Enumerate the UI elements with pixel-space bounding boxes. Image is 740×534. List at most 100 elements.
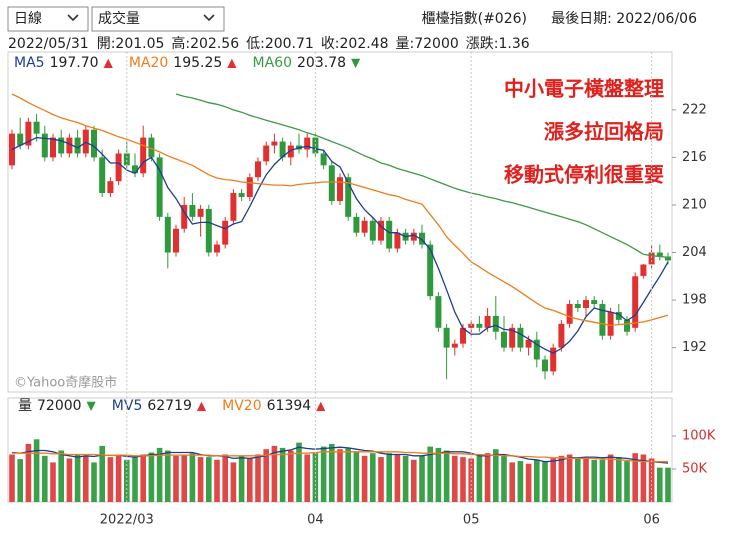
price-panel: [7, 51, 673, 393]
candle-body: [369, 220, 376, 241]
candle-body: [189, 204, 196, 217]
volume-bar: [517, 461, 524, 502]
volume-bar: [616, 457, 622, 502]
period-select[interactable]: 日線: [7, 6, 89, 32]
candle-body: [197, 208, 204, 217]
candle-body: [320, 153, 327, 166]
select-text[interactable]: 成交量: [98, 10, 140, 27]
last-date: 最後日期: 2022/06/06: [551, 11, 697, 27]
candle-body: [509, 327, 516, 348]
x-tick-label: 05: [463, 513, 480, 528]
candle-body: [33, 121, 40, 134]
candle-body: [427, 244, 434, 297]
candle-body: [91, 129, 97, 158]
volume-bar: [411, 459, 417, 502]
y-tick-label: 210: [682, 197, 707, 212]
volume-bar: [279, 447, 286, 502]
volume-bar: [542, 461, 548, 502]
volume-bar: [501, 454, 507, 502]
candle-body: [517, 327, 524, 348]
candle-body: [542, 359, 548, 372]
candle-body: [353, 216, 360, 233]
y-tick-label: 192: [682, 340, 707, 355]
volume-bar: [156, 447, 163, 502]
legend-value: 62719: [147, 398, 192, 414]
volume-bar: [378, 457, 384, 502]
candle-body: [615, 311, 622, 320]
candle-body: [66, 137, 73, 154]
volume-bar: [74, 454, 81, 502]
candle-body: [665, 256, 671, 261]
watermark: ©Yahoo奇摩股市: [14, 375, 117, 391]
select-text[interactable]: 日線: [14, 11, 42, 27]
index-name: 櫃檯指數(#026): [422, 11, 527, 27]
candle-body: [107, 181, 114, 194]
volume-bar: [419, 455, 425, 502]
candle-body: [394, 232, 401, 249]
legend-arrow: ▼: [351, 56, 361, 70]
candle-body: [419, 232, 425, 245]
candle-body: [361, 220, 368, 233]
volume-bar: [148, 452, 155, 502]
volume-bar: [132, 457, 138, 502]
legend-name: MA60: [253, 55, 292, 71]
candle-body: [246, 177, 253, 198]
candle-body: [574, 304, 581, 308]
y-tick-label: 198: [682, 293, 707, 308]
volume-bar: [583, 457, 589, 502]
candle-body: [287, 145, 294, 158]
legend-name: MV20: [222, 398, 261, 414]
volume-bar: [394, 454, 401, 502]
volume-bar: [50, 462, 56, 502]
candle-body: [337, 177, 343, 201]
volume-bar: [140, 454, 146, 502]
volume-bar: [181, 454, 187, 502]
candle-body: [140, 137, 147, 174]
candle-body: [17, 133, 24, 146]
legend-arrow: ▲: [227, 56, 237, 70]
volume-bar: [17, 459, 23, 502]
candle-body: [164, 216, 171, 253]
volume-bar: [58, 450, 64, 502]
candle-body: [148, 137, 155, 158]
candle-body: [279, 141, 286, 158]
volume-bar: [353, 451, 360, 502]
candle-body: [484, 315, 491, 328]
legend-name: MA20: [129, 55, 168, 71]
volume-bar: [525, 463, 532, 502]
volume-bar: [25, 443, 32, 502]
candle-body: [255, 161, 261, 178]
legend-arrow: ▲: [316, 399, 326, 413]
volume-bar: [443, 450, 450, 502]
candle-body: [632, 276, 639, 328]
volume-bar: [222, 454, 228, 502]
info-item: 漲跌:1.36: [466, 36, 530, 52]
legend-value: 195.25: [173, 55, 222, 71]
legend-arrow: ▲: [104, 56, 114, 70]
candle-body: [58, 137, 65, 154]
indicator-select[interactable]: 成交量: [91, 6, 225, 32]
volume-bar: [238, 455, 245, 502]
candle-body: [132, 165, 138, 174]
volume-bar: [33, 439, 40, 502]
y-tick-label: 222: [682, 102, 707, 117]
candle-body: [656, 252, 663, 257]
volume-bar: [460, 457, 466, 502]
select-box[interactable]: [91, 6, 225, 32]
candle-body: [566, 304, 573, 324]
volume-bar: [165, 450, 171, 502]
candle-body: [435, 296, 442, 328]
moving-average-line: [11, 136, 669, 354]
legend-name: 量: [18, 398, 32, 414]
volume-bar: [99, 445, 105, 502]
candle-body: [533, 339, 540, 360]
volume-bar: [296, 442, 302, 502]
volume-bar: [476, 455, 483, 502]
volume-bar: [509, 462, 515, 502]
candle-body: [156, 157, 163, 217]
chevron: [67, 14, 79, 22]
candle-body: [50, 137, 56, 158]
y-tick-label: 100K: [682, 429, 716, 444]
candle-body: [123, 153, 130, 166]
candle-body: [41, 133, 48, 158]
